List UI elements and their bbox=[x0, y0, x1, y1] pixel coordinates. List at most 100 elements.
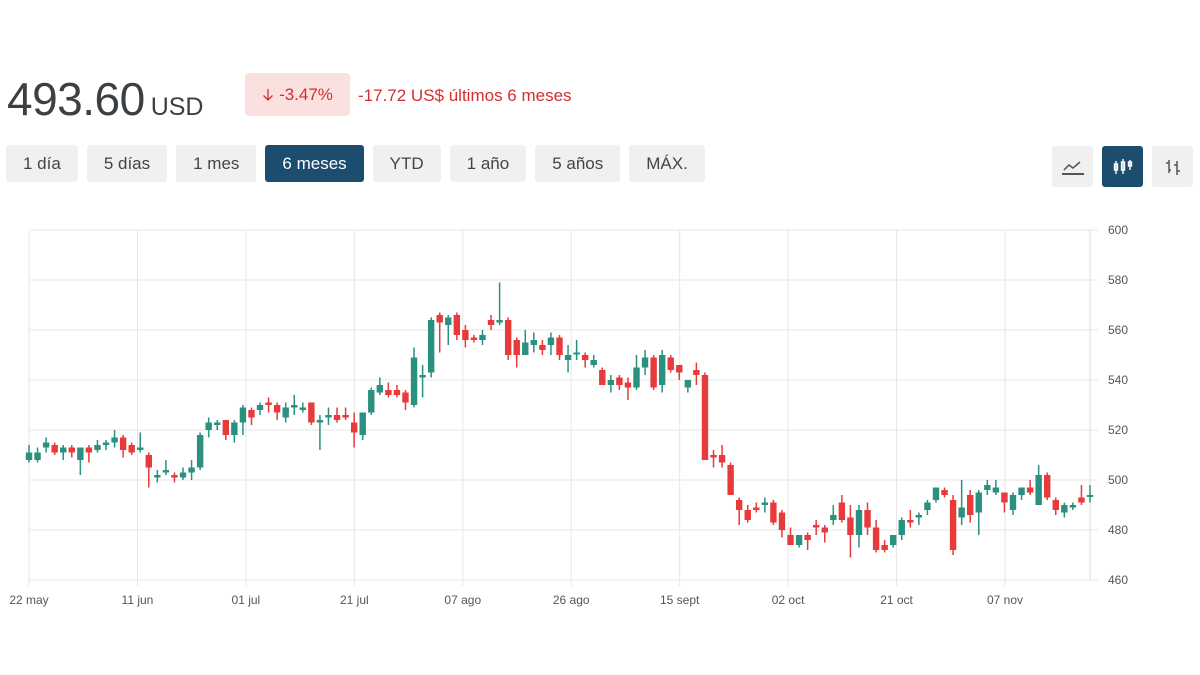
candle bbox=[881, 540, 888, 553]
candle-body bbox=[248, 410, 255, 418]
ohlc-bar-button[interactable] bbox=[1152, 146, 1193, 187]
candle-body bbox=[547, 337, 555, 345]
range-1-year[interactable]: 1 año bbox=[449, 145, 527, 182]
candle bbox=[239, 405, 247, 435]
candle-body bbox=[641, 357, 649, 368]
candle-body bbox=[830, 515, 837, 520]
candle-body bbox=[770, 502, 777, 523]
candlestick-button[interactable] bbox=[1102, 146, 1143, 187]
candle-body bbox=[479, 335, 486, 340]
candle bbox=[770, 500, 777, 525]
range-6-months[interactable]: 6 meses bbox=[265, 145, 364, 182]
candle-body bbox=[932, 487, 940, 500]
candle bbox=[735, 497, 743, 525]
y-tick-label: 580 bbox=[1108, 273, 1128, 287]
candle-body bbox=[1069, 505, 1077, 508]
candle bbox=[513, 337, 520, 368]
candle-body bbox=[1001, 492, 1008, 503]
candle-body bbox=[333, 415, 341, 420]
candle bbox=[804, 532, 811, 550]
x-tick-label: 26 ago bbox=[553, 593, 590, 607]
candle bbox=[872, 520, 880, 553]
candle bbox=[753, 502, 760, 513]
candle-body bbox=[359, 412, 366, 435]
candle-body bbox=[25, 452, 33, 460]
candle-body bbox=[890, 535, 897, 545]
range-5-days[interactable]: 5 días bbox=[86, 145, 168, 182]
candle bbox=[119, 435, 127, 458]
candle bbox=[291, 395, 298, 415]
candle bbox=[581, 352, 589, 368]
candle-body bbox=[539, 345, 546, 350]
range-1-month[interactable]: 1 mes bbox=[176, 145, 257, 182]
candle-body bbox=[436, 315, 443, 323]
candle bbox=[778, 510, 786, 538]
candle bbox=[333, 407, 341, 423]
candle-body bbox=[239, 407, 247, 423]
candle bbox=[676, 365, 683, 380]
candle-body bbox=[522, 342, 529, 355]
candle-body bbox=[496, 320, 503, 323]
candle bbox=[564, 345, 572, 373]
candle-body bbox=[624, 382, 632, 388]
candle bbox=[864, 502, 871, 535]
candle-body bbox=[256, 405, 264, 410]
range-max[interactable]: MÁX. bbox=[629, 145, 705, 182]
candle-body bbox=[1086, 495, 1094, 497]
candle bbox=[761, 497, 769, 513]
candle-body bbox=[727, 465, 734, 495]
y-tick-label: 460 bbox=[1108, 573, 1128, 587]
candle-body bbox=[487, 320, 495, 325]
candle bbox=[727, 462, 734, 495]
candle-body bbox=[616, 377, 623, 385]
candle bbox=[25, 445, 33, 463]
candle-body bbox=[787, 535, 794, 545]
candle bbox=[658, 350, 666, 393]
candle bbox=[915, 512, 923, 525]
range-selector: 1 día 5 días 1 mes 6 meses YTD 1 año 5 a… bbox=[6, 145, 705, 182]
candle bbox=[68, 445, 75, 458]
candle bbox=[890, 535, 897, 548]
y-tick-label: 500 bbox=[1108, 473, 1128, 487]
line-chart-button[interactable] bbox=[1052, 146, 1093, 187]
candle bbox=[547, 332, 555, 355]
x-tick-label: 21 jul bbox=[340, 593, 369, 607]
candle-body bbox=[299, 407, 307, 410]
candle bbox=[111, 430, 118, 448]
candle-body bbox=[1026, 487, 1034, 493]
candle-body bbox=[231, 422, 238, 435]
candle-body bbox=[753, 507, 760, 510]
candle-body bbox=[214, 422, 221, 425]
candle-body bbox=[667, 357, 674, 370]
candle-body bbox=[154, 475, 161, 478]
candle-body bbox=[137, 447, 144, 450]
candle bbox=[60, 445, 67, 460]
candle bbox=[419, 365, 426, 398]
candle bbox=[171, 472, 178, 483]
candle bbox=[573, 340, 580, 360]
candle bbox=[385, 382, 392, 398]
candle-body bbox=[188, 467, 195, 473]
candle-body bbox=[761, 502, 769, 505]
x-tick-label: 01 jul bbox=[232, 593, 261, 607]
arrow-down-icon bbox=[263, 88, 274, 101]
range-ytd[interactable]: YTD bbox=[372, 145, 441, 182]
candle-body bbox=[1061, 505, 1068, 513]
candle-body bbox=[975, 492, 982, 513]
candle bbox=[342, 407, 349, 420]
candle bbox=[1061, 502, 1068, 518]
candle bbox=[273, 402, 281, 420]
candle bbox=[522, 330, 529, 355]
candle bbox=[427, 317, 435, 378]
candle bbox=[102, 440, 110, 450]
candle bbox=[1086, 485, 1094, 503]
current-price: 493.60 USD bbox=[7, 72, 204, 126]
candle-body bbox=[410, 357, 418, 405]
candle bbox=[162, 460, 170, 475]
candle bbox=[316, 415, 324, 450]
candle-body bbox=[393, 390, 401, 395]
candle bbox=[744, 505, 751, 523]
range-1-day[interactable]: 1 día bbox=[6, 145, 78, 182]
range-5-years[interactable]: 5 años bbox=[535, 145, 621, 182]
